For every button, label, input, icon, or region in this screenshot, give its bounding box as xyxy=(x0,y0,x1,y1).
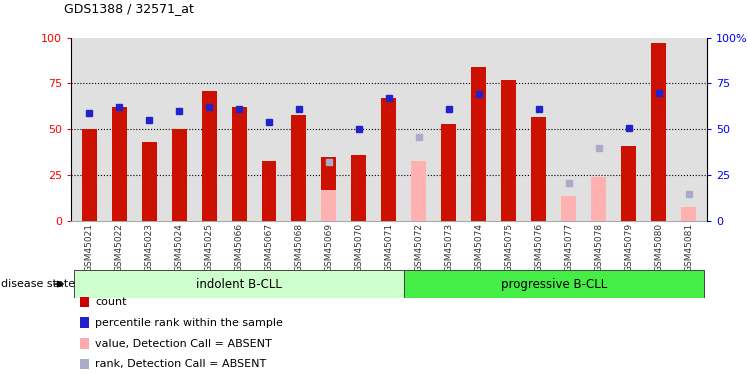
Bar xyxy=(411,160,426,221)
Bar xyxy=(79,317,88,328)
Bar xyxy=(79,358,88,369)
Text: count: count xyxy=(95,297,126,307)
Bar xyxy=(79,297,88,307)
Bar xyxy=(322,157,337,221)
Bar xyxy=(292,115,307,221)
Bar xyxy=(74,270,404,298)
Bar xyxy=(232,107,247,221)
Text: progressive B-CLL: progressive B-CLL xyxy=(500,278,607,291)
Bar xyxy=(501,80,516,221)
Bar xyxy=(262,160,277,221)
Bar xyxy=(322,190,337,221)
Bar xyxy=(201,91,216,221)
Bar xyxy=(141,142,156,221)
Text: rank, Detection Call = ABSENT: rank, Detection Call = ABSENT xyxy=(95,359,266,369)
Bar xyxy=(592,177,607,221)
Bar xyxy=(681,207,696,221)
Bar xyxy=(622,146,637,221)
Bar xyxy=(352,155,367,221)
Bar xyxy=(562,195,577,221)
Bar xyxy=(111,107,126,221)
Bar xyxy=(381,98,396,221)
Bar xyxy=(171,129,186,221)
Bar xyxy=(652,43,666,221)
Text: indolent B-CLL: indolent B-CLL xyxy=(196,278,282,291)
Bar xyxy=(441,124,456,221)
Bar xyxy=(79,338,88,349)
Bar xyxy=(471,67,486,221)
Text: value, Detection Call = ABSENT: value, Detection Call = ABSENT xyxy=(95,339,272,348)
Text: disease state: disease state xyxy=(1,279,76,289)
Text: percentile rank within the sample: percentile rank within the sample xyxy=(95,318,283,328)
Bar xyxy=(531,117,546,221)
Bar xyxy=(404,270,704,298)
Text: GDS1388 / 32571_at: GDS1388 / 32571_at xyxy=(64,2,194,15)
Bar xyxy=(82,129,96,221)
